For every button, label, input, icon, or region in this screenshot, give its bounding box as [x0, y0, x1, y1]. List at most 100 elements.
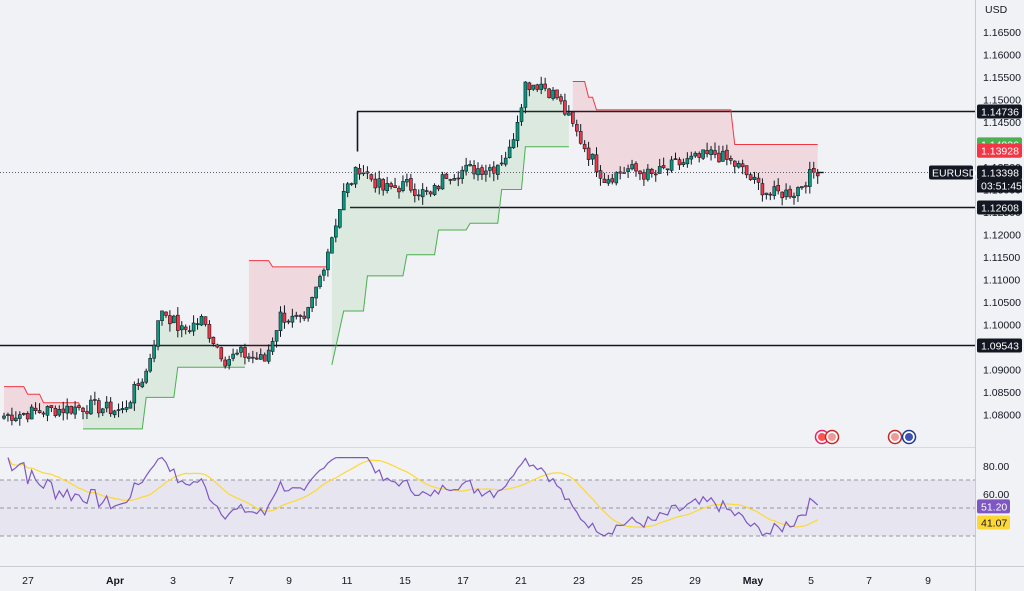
candle-up[interactable]: [701, 149, 705, 159]
candle-up[interactable]: [796, 187, 800, 197]
candle-down[interactable]: [570, 111, 575, 124]
candle-up[interactable]: [606, 179, 611, 184]
price-axis[interactable]: 1.165001.160001.155001.150001.145001.140…: [983, 27, 1021, 422]
candle-down[interactable]: [578, 131, 583, 144]
candle-up[interactable]: [590, 153, 595, 160]
candle-down[interactable]: [365, 171, 370, 174]
candle-up[interactable]: [499, 162, 504, 165]
candle-up[interactable]: [460, 169, 465, 179]
candle-down[interactable]: [255, 357, 259, 360]
candle-up[interactable]: [630, 164, 634, 170]
candle-down[interactable]: [176, 314, 180, 331]
candle-up[interactable]: [104, 401, 109, 409]
candle-down[interactable]: [381, 179, 386, 191]
candle-up[interactable]: [278, 311, 283, 332]
candle-up[interactable]: [266, 349, 271, 362]
candle-up[interactable]: [507, 146, 512, 159]
candle-up[interactable]: [29, 406, 34, 420]
candle-down[interactable]: [69, 405, 73, 414]
candle-up[interactable]: [657, 166, 662, 174]
candle-up[interactable]: [330, 237, 334, 254]
candle-down[interactable]: [760, 183, 765, 196]
candle-up[interactable]: [45, 406, 50, 416]
candle-down[interactable]: [448, 179, 453, 181]
candle-down[interactable]: [77, 405, 81, 408]
candle-up[interactable]: [341, 191, 346, 211]
candle-down[interactable]: [649, 169, 654, 175]
candle-up[interactable]: [614, 172, 619, 184]
candle-down[interactable]: [563, 100, 567, 115]
candle-up[interactable]: [772, 186, 777, 196]
candle-down[interactable]: [412, 189, 417, 196]
candle-up[interactable]: [128, 402, 133, 409]
candle-down[interactable]: [298, 315, 303, 317]
candle-down[interactable]: [653, 173, 658, 176]
candle-down[interactable]: [740, 163, 745, 168]
candle-down[interactable]: [586, 147, 591, 160]
candle-down[interactable]: [610, 178, 615, 183]
candle-up[interactable]: [626, 168, 630, 172]
candle-up[interactable]: [199, 315, 204, 326]
candle-up[interactable]: [807, 169, 812, 187]
candle-down[interactable]: [302, 315, 307, 319]
candle-down[interactable]: [81, 407, 85, 413]
candle-up[interactable]: [784, 189, 788, 198]
candle-up[interactable]: [539, 83, 544, 90]
candle-up[interactable]: [124, 407, 129, 410]
candle-down[interactable]: [436, 186, 441, 190]
candle-down[interactable]: [10, 414, 14, 421]
us-flag-icon[interactable]: [824, 429, 840, 445]
candle-down[interactable]: [215, 344, 220, 348]
candle-up[interactable]: [353, 166, 358, 185]
candle-up[interactable]: [270, 341, 275, 352]
candle-up[interactable]: [318, 276, 322, 287]
candle-down[interactable]: [555, 89, 559, 99]
candle-down[interactable]: [53, 407, 58, 416]
candle-down[interactable]: [811, 168, 816, 173]
candle-down[interactable]: [638, 170, 642, 175]
candle-down[interactable]: [480, 167, 484, 175]
candle-up[interactable]: [345, 183, 350, 193]
candle-down[interactable]: [535, 84, 540, 90]
candle-up[interactable]: [484, 170, 488, 175]
candle-up[interactable]: [290, 315, 295, 323]
candle-down[interactable]: [491, 166, 496, 174]
candle-up[interactable]: [239, 346, 243, 353]
candle-down[interactable]: [168, 315, 172, 325]
candle-down[interactable]: [732, 160, 737, 167]
candle-up[interactable]: [6, 414, 10, 416]
candle-down[interactable]: [815, 172, 820, 177]
candle-down[interactable]: [262, 354, 267, 362]
candle-down[interactable]: [725, 149, 729, 160]
candle-up[interactable]: [148, 358, 152, 372]
candle-up[interactable]: [2, 415, 6, 419]
candle-down[interactable]: [294, 314, 299, 317]
candle-down[interactable]: [456, 177, 461, 180]
candle-down[interactable]: [369, 174, 374, 180]
candle-down[interactable]: [286, 320, 291, 323]
candle-up[interactable]: [405, 179, 409, 183]
candle-down[interactable]: [661, 165, 666, 169]
candle-down[interactable]: [33, 407, 38, 412]
candle-up[interactable]: [152, 344, 156, 359]
candle-up[interactable]: [172, 315, 176, 324]
candle-down[interactable]: [705, 150, 709, 155]
candle-down[interactable]: [219, 347, 224, 360]
candle-up[interactable]: [314, 286, 318, 299]
candle-up[interactable]: [511, 139, 516, 149]
candle-up[interactable]: [792, 195, 796, 199]
candle-down[interactable]: [748, 174, 753, 180]
candle-up[interactable]: [144, 370, 148, 383]
candle-up[interactable]: [721, 150, 725, 162]
candle-down[interactable]: [728, 158, 733, 161]
candle-up[interactable]: [140, 381, 145, 388]
candle-up[interactable]: [274, 330, 279, 342]
candle-down[interactable]: [373, 178, 378, 189]
candle-down[interactable]: [527, 82, 532, 91]
candle-up[interactable]: [180, 325, 184, 331]
candle-up[interactable]: [669, 159, 674, 171]
candle-up[interactable]: [551, 89, 555, 99]
candle-down[interactable]: [93, 399, 97, 401]
